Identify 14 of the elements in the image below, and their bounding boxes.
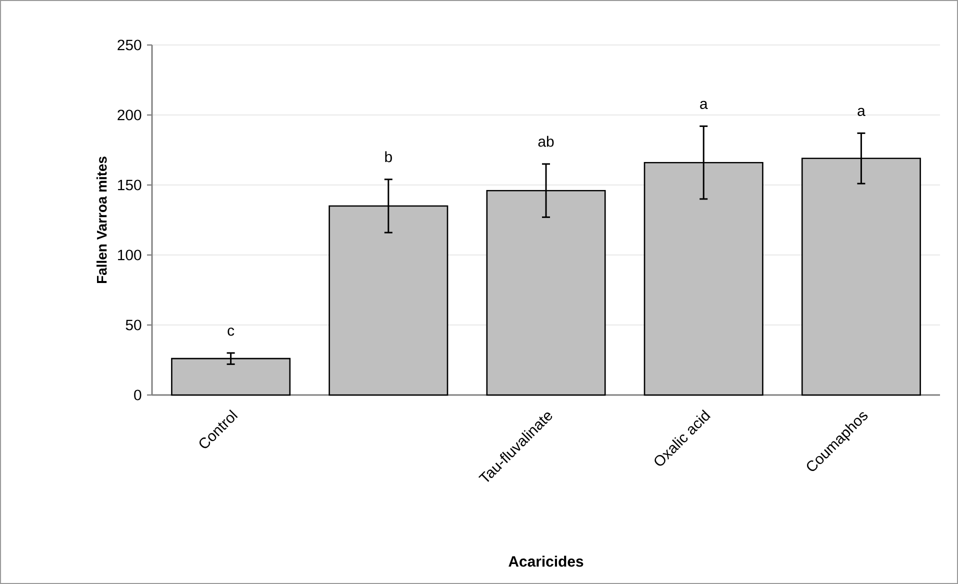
y-tick-label: 250 (118, 40, 142, 50)
annotation: c (228, 328, 234, 336)
y-tick-label: 100 (118, 250, 142, 260)
y-tick-label: 50 (126, 320, 142, 330)
annotation: a (700, 100, 708, 109)
y-tick-label: 0 (134, 390, 142, 400)
x-axis-title: Acaricides (508, 556, 584, 567)
y-tick-label: 200 (118, 110, 142, 120)
y-axis-title: Fallen Varroa mites (96, 156, 107, 284)
annotation: ab (538, 136, 554, 147)
annotation: a (858, 108, 866, 116)
bar (171, 358, 291, 396)
annotation: b (385, 151, 392, 162)
y-tick-label: 150 (118, 180, 142, 190)
